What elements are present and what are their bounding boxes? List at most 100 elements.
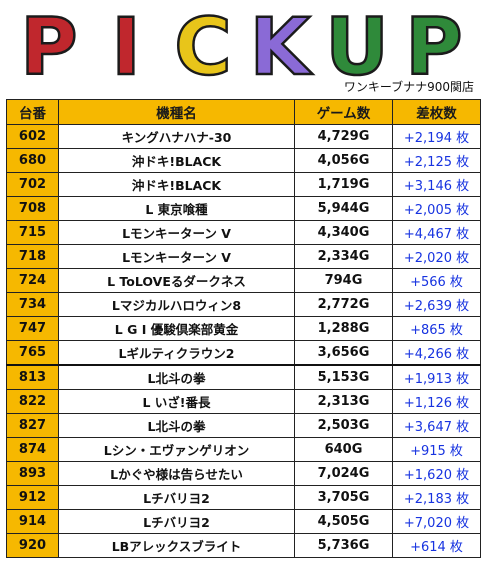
table-row: 920 LBアレックスブライト 5,736G +614 枚: [6, 533, 481, 558]
game-count-cell: 2,503G: [294, 413, 393, 438]
table-row: 734 Lマジカルハロウィン8 2,772G +2,639 枚: [6, 292, 481, 317]
medal-difference-cell: +915 枚: [392, 437, 481, 462]
model-name-cell: Lチバリヨ2: [58, 485, 295, 510]
logo-letter-u: U: [320, 2, 394, 90]
machine-number-cell: 914: [6, 509, 59, 534]
logo-letter-p: P: [12, 2, 86, 90]
table-row: 702 沖ドキ!BLACK 1,719G +3,146 枚: [6, 172, 481, 197]
table-row: 822 L いざ!番長 2,313G +1,126 枚: [6, 389, 481, 414]
table-header-row: 台番 機種名 ゲーム数 差枚数: [6, 99, 481, 125]
model-name-cell: Lチバリヨ2: [58, 509, 295, 534]
svg-text:U: U: [325, 3, 388, 90]
column-header-medal-difference: 差枚数: [392, 99, 481, 125]
game-count-cell: 5,153G: [294, 364, 393, 390]
machine-number-cell: 708: [6, 196, 59, 221]
medal-difference-cell: +3,647 枚: [392, 413, 481, 438]
machine-number-cell: 822: [6, 389, 59, 414]
machine-number-cell: 813: [6, 364, 59, 390]
table-row: 914 Lチバリヨ2 4,505G +7,020 枚: [6, 509, 481, 534]
table-row: 813 L北斗の拳 5,153G +1,913 枚: [6, 364, 481, 390]
model-name-cell: 沖ドキ!BLACK: [58, 172, 295, 197]
game-count-cell: 794G: [294, 268, 393, 293]
model-name-cell: L北斗の拳: [58, 364, 295, 390]
game-count-cell: 5,944G: [294, 196, 393, 221]
pickup-table-container: 台番 機種名 ゲーム数 差枚数 602 キングハナハナ-30 4,729G +2,19…: [6, 99, 481, 558]
game-count-cell: 1,288G: [294, 316, 393, 341]
game-count-cell: 3,705G: [294, 485, 393, 510]
table-row: 747 L G I 優駿倶楽部黄金 1,288G +865 枚: [6, 316, 481, 341]
medal-difference-cell: +4,467 枚: [392, 220, 481, 245]
logo-letter-c: C: [166, 2, 240, 90]
medal-difference-cell: +4,266 枚: [392, 340, 481, 366]
table-row: 893 Lかぐや様は告らせたい 7,024G +1,620 枚: [6, 461, 481, 486]
model-name-cell: L北斗の拳: [58, 413, 295, 438]
table-row: 827 L北斗の拳 2,503G +3,647 枚: [6, 413, 481, 438]
machine-number-cell: 602: [6, 124, 59, 149]
model-name-cell: Lギルティクラウン2: [58, 340, 295, 366]
model-name-cell: L いざ!番長: [58, 389, 295, 414]
game-count-cell: 1,719G: [294, 172, 393, 197]
medal-difference-cell: +1,913 枚: [392, 364, 481, 390]
model-name-cell: Lマジカルハロウィン8: [58, 292, 295, 317]
model-name-cell: 沖ドキ!BLACK: [58, 148, 295, 173]
machine-number-cell: 747: [6, 316, 59, 341]
medal-difference-cell: +1,126 枚: [392, 389, 481, 414]
column-header-machine-number: 台番: [6, 99, 59, 125]
machine-number-cell: 724: [6, 268, 59, 293]
machine-number-cell: 920: [6, 533, 59, 558]
table-row: 715 Lモンキーターン V 4,340G +4,467 枚: [6, 220, 481, 245]
machine-number-cell: 912: [6, 485, 59, 510]
table-row: 602 キングハナハナ-30 4,729G +2,194 枚: [6, 124, 481, 149]
svg-text:K: K: [250, 3, 313, 90]
table-row: 680 沖ドキ!BLACK 4,056G +2,125 枚: [6, 148, 481, 173]
game-count-cell: 4,505G: [294, 509, 393, 534]
column-header-model-name: 機種名: [58, 99, 295, 125]
model-name-cell: L ToLOVEるダークネス: [58, 268, 295, 293]
game-count-cell: 7,024G: [294, 461, 393, 486]
game-count-cell: 3,656G: [294, 340, 393, 366]
game-count-cell: 640G: [294, 437, 393, 462]
table-row: 912 Lチバリヨ2 3,705G +2,183 枚: [6, 485, 481, 510]
medal-difference-cell: +2,125 枚: [392, 148, 481, 173]
machine-number-cell: 718: [6, 244, 59, 269]
machine-number-cell: 715: [6, 220, 59, 245]
logo-letter-p2: P: [397, 2, 471, 90]
machine-number-cell: 734: [6, 292, 59, 317]
medal-difference-cell: +614 枚: [392, 533, 481, 558]
logo-letter-i: I: [89, 2, 163, 90]
medal-difference-cell: +2,183 枚: [392, 485, 481, 510]
svg-text:C: C: [174, 3, 231, 90]
model-name-cell: Lかぐや様は告らせたい: [58, 461, 295, 486]
model-name-cell: キングハナハナ-30: [58, 124, 295, 149]
game-count-cell: 2,334G: [294, 244, 393, 269]
model-name-cell: Lモンキーターン V: [58, 220, 295, 245]
medal-difference-cell: +566 枚: [392, 268, 481, 293]
svg-text:I: I: [111, 3, 140, 90]
game-count-cell: 5,736G: [294, 533, 393, 558]
model-name-cell: L G I 優駿倶楽部黄金: [58, 316, 295, 341]
medal-difference-cell: +3,146 枚: [392, 172, 481, 197]
medal-difference-cell: +2,639 枚: [392, 292, 481, 317]
table-row: 718 Lモンキーターン V 2,334G +2,020 枚: [6, 244, 481, 269]
svg-text:P: P: [405, 3, 462, 90]
table-row: 765 Lギルティクラウン2 3,656G +4,266 枚: [6, 340, 481, 366]
medal-difference-cell: +865 枚: [392, 316, 481, 341]
machine-number-cell: 765: [6, 340, 59, 366]
model-name-cell: LBアレックスブライト: [58, 533, 295, 558]
machine-number-cell: 680: [6, 148, 59, 173]
medal-difference-cell: +7,020 枚: [392, 509, 481, 534]
machine-number-cell: 874: [6, 437, 59, 462]
column-header-game-count: ゲーム数: [294, 99, 393, 125]
table-row: 724 L ToLOVEるダークネス 794G +566 枚: [6, 268, 481, 293]
game-count-cell: 4,340G: [294, 220, 393, 245]
medal-difference-cell: +2,020 枚: [392, 244, 481, 269]
machine-number-cell: 893: [6, 461, 59, 486]
svg-text:P: P: [20, 3, 77, 90]
machine-number-cell: 702: [6, 172, 59, 197]
table-row: 874 Lシン・エヴァンゲリオン 640G +915 枚: [6, 437, 481, 462]
logo-letter-k: K: [243, 2, 317, 90]
medal-difference-cell: +2,005 枚: [392, 196, 481, 221]
game-count-cell: 2,313G: [294, 389, 393, 414]
